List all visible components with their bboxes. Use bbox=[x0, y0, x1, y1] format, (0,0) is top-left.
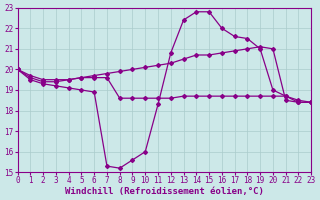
X-axis label: Windchill (Refroidissement éolien,°C): Windchill (Refroidissement éolien,°C) bbox=[65, 187, 264, 196]
